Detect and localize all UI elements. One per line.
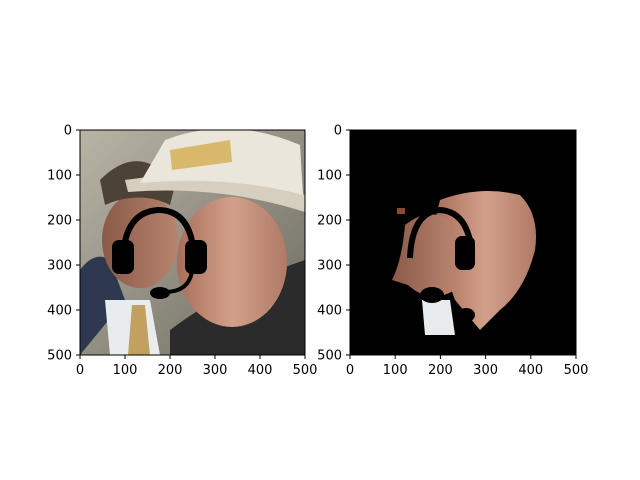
headset-right-cup-right: [455, 236, 475, 270]
mask-fragment: [397, 208, 405, 214]
right-axes-frame: [349, 129, 577, 356]
right-axes: 0 100 200 300 400 500 0 100 200 300 400 500: [317, 124, 588, 379]
left-axes: 0 100 200 300 400 500 0 100 200 300 400 500: [47, 124, 317, 379]
left-image-panel: [80, 130, 305, 355]
right-xtick-label: 400: [518, 363, 543, 378]
right-image-panel: [350, 130, 576, 355]
mask-front-face: [435, 191, 536, 330]
right-ytick-label: 200: [317, 214, 342, 229]
headset-right-cup: [185, 240, 207, 274]
mask-back-face: [392, 214, 455, 297]
left-xtick-label: 500: [293, 363, 318, 378]
left-ytick-label: 300: [47, 259, 72, 274]
headset-overlay-left: [112, 206, 207, 299]
left-ytick-label: 400: [47, 304, 72, 319]
headset-band: [120, 206, 197, 259]
front-man-face: [177, 197, 287, 327]
left-xtick-label: 100: [113, 363, 138, 378]
hard-hat-decal: [170, 140, 232, 170]
right-ytick-label: 300: [317, 259, 342, 274]
left-axes-frame: [79, 129, 306, 356]
headset-mic: [150, 287, 170, 299]
back-man-jacket: [80, 256, 125, 355]
headset-left-cup: [112, 240, 134, 274]
left-xtick-label: 300: [203, 363, 228, 378]
left-ytick-label: 0: [64, 124, 72, 139]
left-xtick-label: 0: [76, 363, 84, 378]
left-ytick-label: 200: [47, 214, 72, 229]
headset-band-right: [407, 206, 475, 259]
back-man-tie: [128, 305, 150, 355]
mask-shirt: [422, 300, 455, 335]
left-xtick-label: 400: [248, 363, 273, 378]
right-ytick-label: 400: [317, 304, 342, 319]
headset-overlay-right: [407, 206, 475, 322]
right-xtick-label: 200: [428, 363, 453, 378]
headset-mic-right: [420, 287, 444, 303]
right-xtick-label: 300: [473, 363, 498, 378]
right-ytick-label: 500: [317, 349, 342, 364]
right-xtick-label: 500: [564, 363, 589, 378]
right-xtick-label: 0: [346, 363, 354, 378]
left-ytick-label: 500: [47, 349, 72, 364]
back-man-face: [102, 192, 178, 288]
right-ytick-label: 100: [317, 169, 342, 184]
left-xtick-label: 200: [158, 363, 183, 378]
right-xtick-label: 100: [383, 363, 408, 378]
mask-hole: [457, 308, 475, 322]
right-ytick-label: 0: [334, 124, 342, 139]
left-ytick-label: 100: [47, 169, 72, 184]
